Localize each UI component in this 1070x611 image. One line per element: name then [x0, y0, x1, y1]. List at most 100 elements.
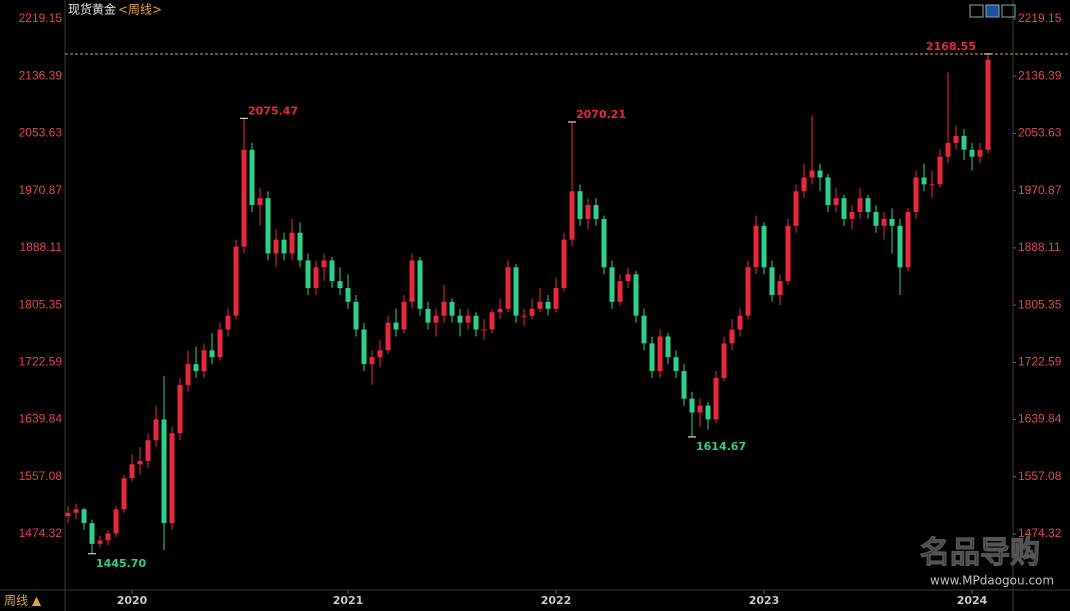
candle-body	[353, 301, 359, 330]
candle-body	[777, 281, 783, 295]
candle-body	[489, 312, 495, 330]
candle-body	[873, 211, 879, 226]
candle-body	[577, 191, 583, 219]
candle-body	[753, 225, 759, 268]
y-tick-label: 1557.08	[19, 469, 63, 483]
candle-body	[545, 301, 551, 309]
candle-body	[281, 239, 287, 254]
candle-body	[465, 315, 471, 323]
candle-body	[897, 225, 903, 268]
x-tick-label: 2022	[541, 594, 572, 607]
tool-icon[interactable]	[969, 4, 984, 18]
watermark-url: www.MPdaogou.com	[930, 574, 1054, 588]
candle-body	[705, 405, 711, 420]
x-tick-label: 2021	[333, 594, 364, 607]
candle-body	[769, 267, 775, 295]
candle-body	[385, 322, 391, 351]
candle-body	[801, 177, 807, 192]
candle-body	[761, 225, 767, 268]
candle-body	[497, 308, 503, 313]
candle-body	[953, 135, 959, 143]
candle-body	[561, 239, 567, 289]
watermark-logo: 名品导购	[920, 536, 1040, 571]
candle-body	[905, 211, 911, 268]
candle-body	[937, 156, 943, 185]
candle-body	[809, 170, 815, 178]
candle-body	[609, 267, 615, 302]
candle-body	[177, 384, 183, 434]
y-tick-label: 2053.63	[1018, 126, 1062, 140]
y-tick-label: 2219.15	[1018, 11, 1062, 25]
candle-body	[929, 184, 935, 186]
y-tick-label: 1805.35	[19, 297, 63, 311]
candle-body	[657, 336, 663, 372]
y-tick-label: 1970.87	[1018, 183, 1062, 197]
candle-body	[193, 364, 199, 372]
candle-body	[361, 329, 367, 365]
candle-body	[113, 509, 119, 534]
candle-body	[417, 260, 423, 309]
y-tick-label: 2053.63	[19, 126, 63, 140]
tool-icon[interactable]	[1001, 4, 1016, 18]
candle-body	[857, 198, 863, 212]
candle-body	[449, 301, 455, 316]
candle-body	[121, 478, 127, 510]
candle-body	[785, 225, 791, 282]
candle-body	[73, 509, 79, 513]
x-tick-label: 2023	[749, 594, 780, 607]
chart-title: 现货黄金	[68, 2, 116, 17]
candle-body	[433, 315, 439, 323]
candle-body	[889, 218, 895, 226]
candle-body	[289, 232, 295, 254]
low-label: 1614.67	[696, 440, 746, 453]
candle-body	[457, 315, 463, 323]
candle-body	[313, 267, 319, 289]
candle-body	[945, 142, 951, 157]
candle-body	[473, 315, 479, 330]
tool-icon[interactable]	[985, 4, 1000, 18]
candle-body	[97, 540, 103, 544]
y-tick-label: 1888.11	[20, 240, 63, 254]
candle-body	[329, 260, 335, 282]
period-button[interactable]: 周线 ▲	[4, 594, 42, 608]
y-tick-label: 1557.08	[1018, 469, 1062, 483]
y-tick-label: 1805.35	[1018, 297, 1062, 311]
candle-body	[233, 246, 239, 316]
candle-body	[369, 357, 375, 365]
candle-body	[921, 177, 927, 185]
candle-body	[793, 191, 799, 226]
candle-body	[825, 177, 831, 206]
candle-body	[961, 135, 967, 150]
candle-body	[201, 350, 207, 372]
candle-body	[521, 315, 527, 317]
candle-body	[537, 301, 543, 309]
candle-body	[481, 329, 487, 331]
candle-body	[137, 460, 143, 465]
candle-body	[321, 260, 327, 268]
y-tick-label: 1888.11	[1018, 240, 1061, 254]
y-tick-label: 1722.59	[1018, 354, 1062, 368]
high-label: 2168.55	[926, 40, 976, 53]
candle-body	[649, 343, 655, 372]
candle-body	[569, 191, 575, 240]
candle-body	[65, 512, 71, 517]
y-tick-label: 2136.39	[1018, 68, 1062, 82]
toolbar[interactable]	[969, 4, 1016, 18]
candle-body	[105, 533, 111, 541]
candle-body	[305, 260, 311, 289]
period-label: <周线>	[118, 3, 162, 17]
candle-body	[377, 350, 383, 358]
low-label: 1445.70	[96, 557, 146, 570]
candle-body	[689, 398, 695, 413]
candle-body	[297, 232, 303, 261]
candle-body	[257, 198, 263, 206]
candle-body	[681, 371, 687, 399]
y-tick-label: 1722.59	[19, 354, 63, 368]
candle-body	[185, 364, 191, 385]
candle-body	[985, 59, 991, 150]
candle-body	[913, 177, 919, 212]
candle-body	[617, 281, 623, 302]
candle-body	[249, 149, 255, 206]
candle-body	[241, 149, 247, 247]
